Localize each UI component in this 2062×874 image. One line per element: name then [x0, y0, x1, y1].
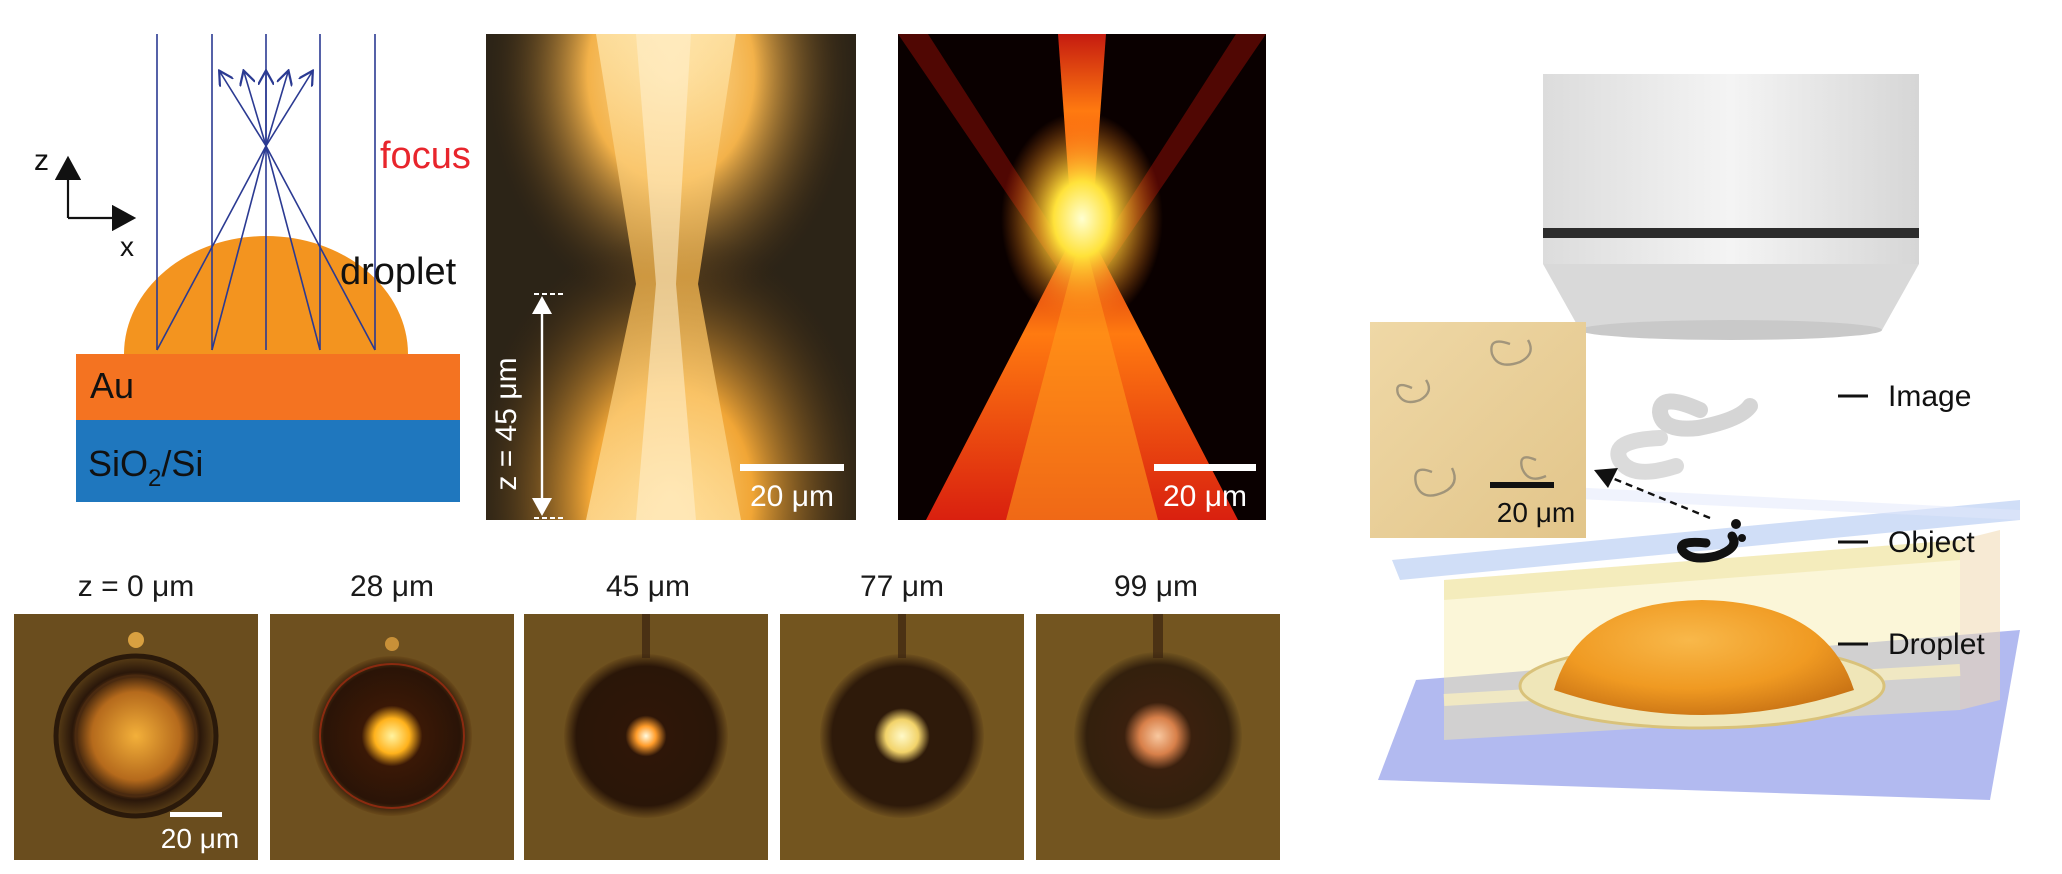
series-scale-label: 20 μm — [161, 823, 239, 854]
frame-label: 28 μm — [350, 570, 434, 603]
axis-z-label: z — [34, 144, 49, 177]
frame-label: 77 μm — [860, 570, 944, 603]
ray-schematic: z x focus droplet Au SiO2/Si — [34, 34, 471, 502]
object-symbol — [1677, 519, 1746, 563]
legend-image-label: Image — [1888, 380, 1971, 413]
sim-scale-bar-label: 20 μm — [1163, 480, 1247, 513]
focus-label: focus — [380, 135, 471, 177]
inset-scale-label: 20 μm — [1497, 497, 1575, 528]
experimental-focus-image: z = 45 μm 20 μm — [486, 34, 856, 520]
frame-label: z = 0 μm — [77, 570, 195, 603]
legend-object-label: Object — [1888, 526, 1975, 559]
axis-indicator — [54, 155, 137, 232]
z-distance-label: z = 45 μm — [490, 357, 523, 490]
legend-droplet-label: Droplet — [1888, 628, 1985, 661]
micrograph-frame — [270, 614, 514, 860]
simulated-focus-image: 20 μm — [898, 34, 1266, 520]
object-inset-micrograph: 20 μm — [1370, 322, 1586, 538]
imaging-setup-illustration: 20 μm Image Object Droplet — [1370, 74, 2020, 800]
micrograph-frame — [524, 614, 768, 860]
objective-lens — [1543, 74, 1919, 340]
micrograph-frame — [780, 614, 1024, 860]
droplet-label: droplet — [340, 251, 457, 293]
sim-scale-bar — [1154, 464, 1256, 471]
z-series-micrographs: 20 μm — [14, 614, 1280, 860]
droplet-3d — [1554, 600, 1854, 715]
substrate-label: SiO2/Si — [88, 443, 203, 492]
micrograph-frame — [1036, 614, 1280, 860]
image-symbol — [1610, 393, 1758, 480]
micrograph-frame: 20 μm — [14, 614, 258, 860]
au-layer — [76, 354, 460, 420]
axis-x-label: x — [120, 231, 134, 262]
frame-label: 99 μm — [1114, 570, 1198, 603]
reflected-rays — [156, 72, 376, 351]
scale-bar — [740, 464, 844, 471]
substrate-layer — [76, 420, 460, 502]
frame-label: 45 μm — [606, 570, 690, 603]
au-label: Au — [90, 365, 134, 406]
scale-bar-label: 20 μm — [750, 480, 834, 513]
